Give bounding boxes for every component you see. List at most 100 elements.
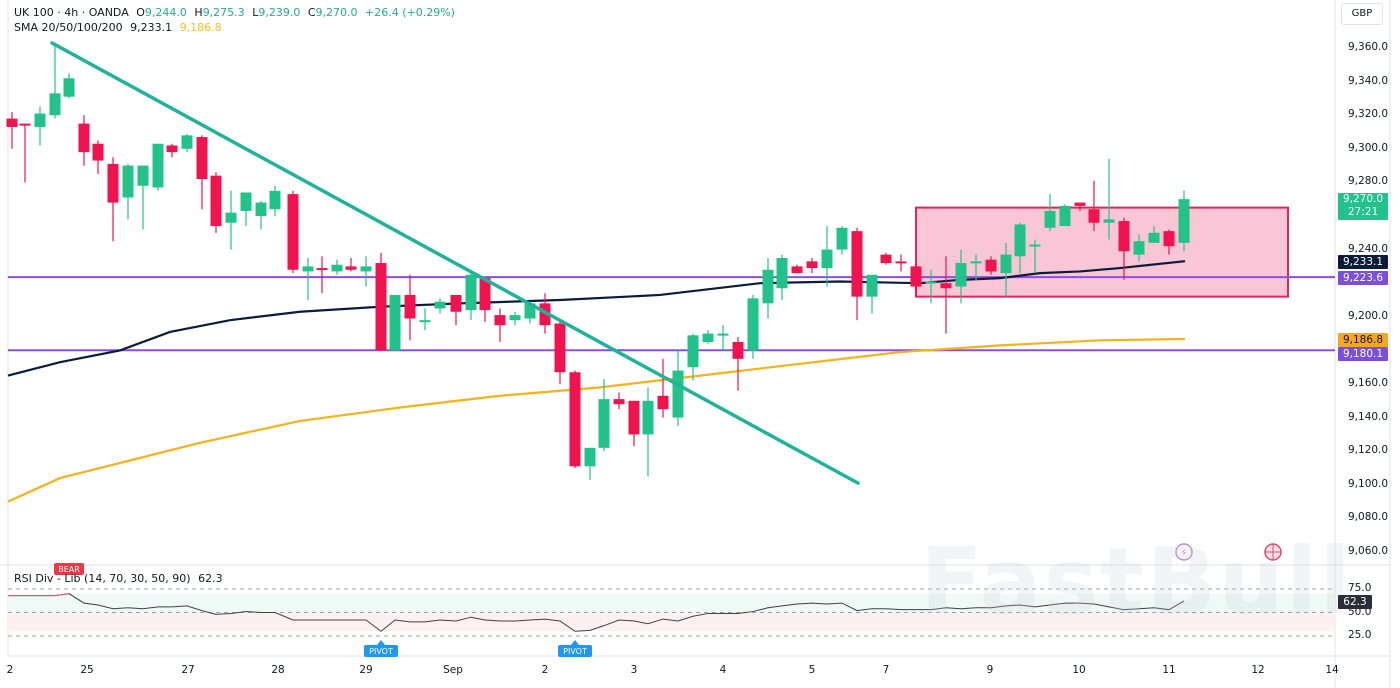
rsi-label: RSI Div - Lib (14, 70, 30, 50, 90)	[14, 572, 191, 585]
candle-body	[613, 399, 625, 405]
candle-body	[107, 163, 119, 203]
candle-body	[806, 261, 818, 269]
sma-label: SMA 20/50/100/200	[14, 21, 123, 34]
support-price-tag: 9,180.1	[1338, 347, 1388, 361]
rsi-legend[interactable]: RSI Div - Lib (14, 70, 30, 50, 90) 62.3	[14, 572, 223, 585]
time-axis-label: 4	[719, 664, 727, 676]
rsi-axis-label: 25.0	[1348, 629, 1372, 641]
time-axis-label: 7	[882, 664, 890, 676]
candle-body	[479, 278, 491, 311]
candle-body	[1178, 199, 1190, 243]
candle-body	[49, 93, 61, 116]
price-axis-label: 9,120.0	[1348, 444, 1389, 457]
candle-body	[776, 258, 788, 289]
candle-body	[269, 190, 281, 210]
price-axis-label: 9,140.0	[1348, 410, 1389, 423]
price-axis-label: 9,060.0	[1348, 545, 1389, 557]
candle-body	[494, 315, 506, 326]
candle-body	[747, 298, 759, 351]
candle-body	[240, 192, 252, 211]
time-axis-label: Sep	[443, 664, 463, 676]
candle-body	[78, 123, 90, 153]
price-axis-label: 9,280.0	[1348, 175, 1389, 188]
time-axis-label: 12	[1251, 664, 1265, 676]
candle-body	[1029, 244, 1041, 247]
ohlc-high: H9,275.3	[194, 6, 245, 19]
bear-badge	[54, 563, 84, 575]
candle-body	[1044, 210, 1056, 228]
time-axis-label: 3	[630, 664, 638, 676]
candle-body	[360, 266, 372, 272]
currency-button[interactable]: GBP	[1341, 3, 1383, 25]
candle-body	[1103, 219, 1115, 223]
candle-body	[6, 118, 18, 127]
candle-body	[687, 335, 699, 368]
candle-body	[419, 320, 431, 323]
candle-body	[316, 268, 328, 271]
candle-body	[1163, 231, 1175, 247]
last-price-tag: 9,270.0 27:21	[1338, 193, 1388, 220]
candle-body	[866, 274, 878, 297]
pivot-badge-label: PIVOT	[369, 647, 393, 656]
candle-body	[970, 261, 982, 264]
candle-body	[628, 400, 640, 435]
pivot-pointer	[571, 640, 579, 645]
price-axis-label: 9,320.0	[1348, 108, 1389, 121]
candle-body	[1059, 205, 1071, 227]
candle-body	[152, 143, 164, 188]
candle-body	[642, 400, 654, 435]
sma-200-price-tag: 9,186.8	[1338, 333, 1388, 347]
candle-body	[925, 281, 937, 284]
candle-body	[940, 283, 952, 289]
candle-body	[375, 263, 387, 351]
price-axis-label: 9,360.0	[1348, 41, 1389, 53]
rsi-upper-band	[8, 593, 1335, 613]
time-axis-label: 5	[808, 664, 816, 676]
price-axis-label: 9,200.0	[1348, 309, 1389, 322]
candle-body	[1148, 232, 1160, 243]
candle-body	[762, 269, 774, 304]
candle-body	[717, 333, 729, 336]
price-change: +26.4 (+0.29%)	[365, 6, 455, 19]
pivot-pointer	[377, 640, 385, 645]
candle-body	[836, 227, 848, 250]
ohlc-close: C9,270.0	[307, 6, 358, 19]
rsi-value: 62.3	[198, 572, 223, 585]
candle-body	[539, 303, 551, 326]
candle-body	[702, 333, 714, 342]
time-axis-label: 2	[541, 664, 549, 676]
candle-body	[196, 137, 208, 180]
time-axis-label: 29	[359, 664, 373, 676]
candle-body	[732, 342, 744, 359]
candle-body	[1133, 241, 1145, 255]
symbol-title[interactable]: UK 100 · 4h · OANDA	[14, 6, 129, 19]
rsi-lower-band	[8, 612, 1335, 632]
candle-body	[210, 175, 222, 227]
rsi-axis-label: 75.0	[1348, 582, 1372, 594]
candle-body	[584, 447, 596, 467]
price-axis-label: 9,240.0	[1348, 242, 1389, 255]
candle-body	[509, 315, 521, 321]
sma-100-line	[7, 260, 1186, 377]
time-axis-label: 11	[1162, 664, 1176, 676]
candle-body	[569, 372, 581, 467]
sma-value-200: 9,186.8	[179, 21, 222, 34]
candle-body	[985, 259, 997, 272]
price-axis-label: 9,100.0	[1348, 477, 1389, 490]
candle-body	[1088, 209, 1100, 223]
lightning-icon-glyph: ⚡	[1180, 548, 1187, 559]
sma-100-price-tag: 9,233.1	[1338, 255, 1388, 269]
bear-badge-label: BEAR	[58, 565, 80, 574]
candle-body	[1000, 254, 1012, 274]
price-axis-label: 9,300.0	[1348, 141, 1389, 154]
candle-body	[166, 145, 178, 153]
candle-body	[821, 249, 833, 269]
candle-body	[910, 266, 922, 287]
candle-body	[895, 261, 907, 264]
candle-body	[524, 303, 536, 319]
price-axis-label: 9,340.0	[1348, 74, 1389, 87]
rsi-line	[8, 593, 1185, 632]
sma-legend-row[interactable]: SMA 20/50/100/200 9,233.1 9,186.8	[14, 20, 459, 35]
candle-body	[19, 123, 31, 126]
